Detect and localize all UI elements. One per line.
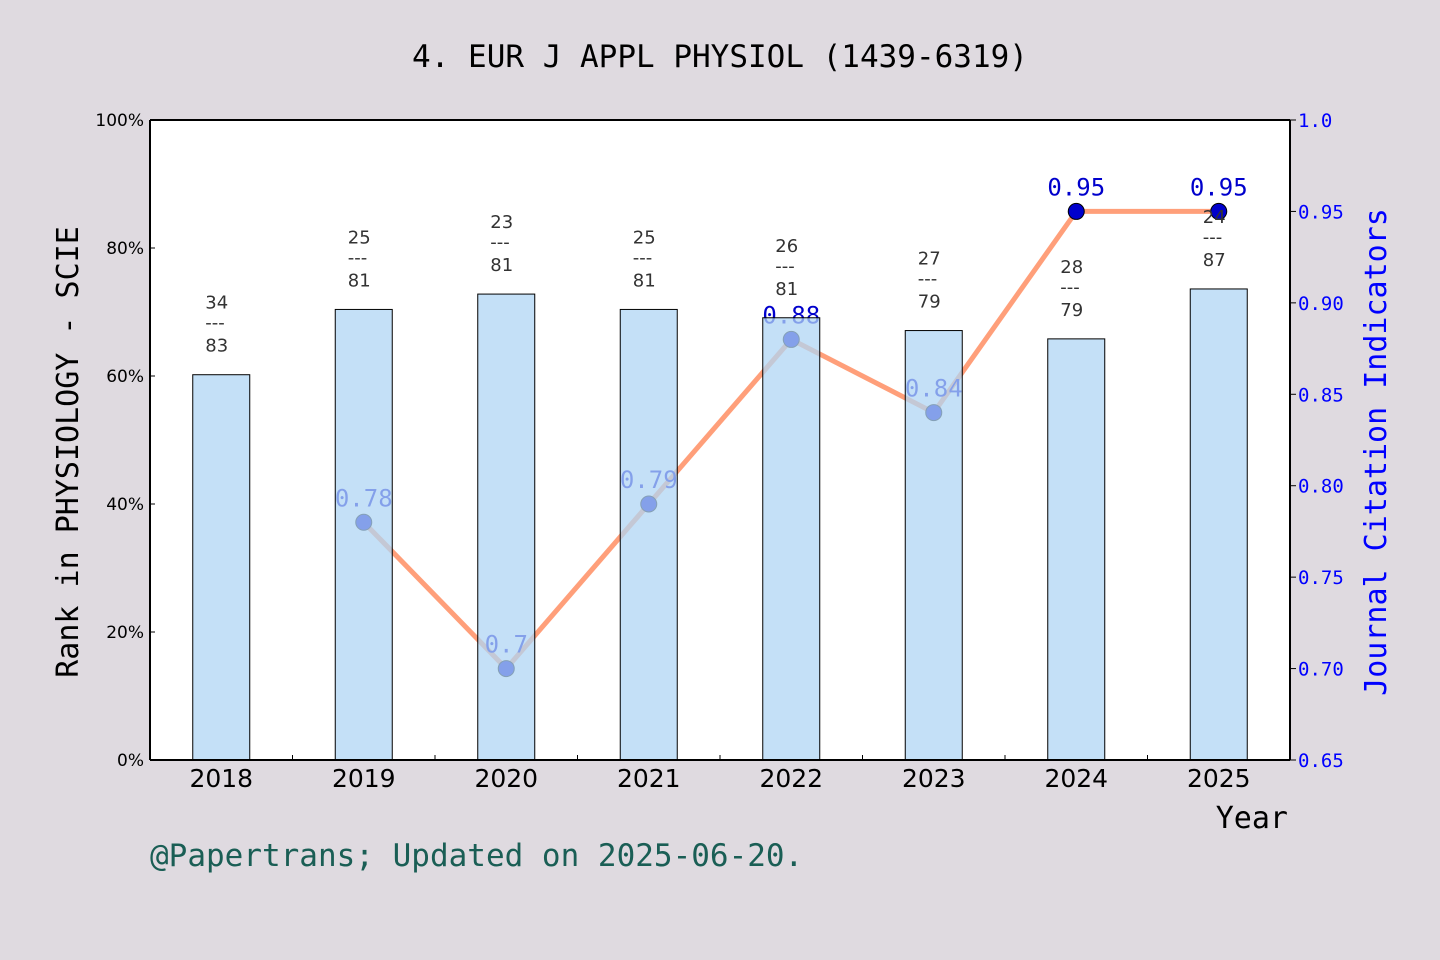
bar-rank-label: 27 <box>918 249 941 270</box>
line-data-label: 0.95 <box>1190 173 1248 201</box>
bar-total-label: 83 <box>205 336 228 357</box>
bar-rank-label: 28 <box>1060 257 1083 278</box>
bar-fraction-line: --- <box>775 256 795 277</box>
x-axis-label: Year <box>1216 801 1288 836</box>
bar-rank-label: 25 <box>348 227 371 248</box>
bar-fraction-line: --- <box>1060 277 1080 298</box>
right-tick-label: 0.75 <box>1298 567 1344 589</box>
chart-title: 4. EUR J APPL PHYSIOL (1439-6319) <box>412 39 1028 75</box>
right-axis-label: Journal Citation Indicators <box>1359 208 1394 696</box>
bar <box>192 374 251 761</box>
bar-fraction-line: --- <box>348 247 368 268</box>
left-tick-label: 100% <box>95 111 144 131</box>
plot-area <box>150 120 1290 760</box>
x-tick-label: 2018 <box>189 764 253 793</box>
bar-total-label: 79 <box>918 292 941 313</box>
right-tick-label: 0.85 <box>1298 384 1344 406</box>
left-tick-label: 0% <box>117 751 144 771</box>
bar-rank-label: 23 <box>490 212 513 233</box>
bar <box>1189 288 1248 761</box>
bar-rank-label: 24 <box>1203 207 1226 228</box>
x-tick-label: 2019 <box>332 764 396 793</box>
line-data-label: 0.95 <box>1047 173 1105 201</box>
x-tick-label: 2022 <box>759 764 823 793</box>
right-tick-label: 0.90 <box>1298 293 1344 315</box>
bar-total-label: 81 <box>633 270 656 291</box>
x-tick-label: 2023 <box>902 764 966 793</box>
right-tick-label: 0.80 <box>1298 476 1344 498</box>
footer-credit: @Papertrans; Updated on 2025-06-20. <box>150 838 803 874</box>
bar-rank-label: 25 <box>633 227 656 248</box>
right-tick-label: 0.65 <box>1298 750 1344 772</box>
bar-fraction-line: --- <box>490 232 510 253</box>
right-tick-label: 1.0 <box>1298 110 1332 132</box>
bar-fraction-line: --- <box>918 269 938 290</box>
bar-fraction-line: --- <box>205 313 225 334</box>
right-tick-label: 0.95 <box>1298 201 1344 223</box>
bar-total-label: 87 <box>1203 250 1226 271</box>
bar <box>1047 338 1106 761</box>
bar-rank-label: 34 <box>205 293 228 314</box>
bar-fraction-line: --- <box>1203 227 1223 248</box>
bar <box>477 293 536 761</box>
bar-total-label: 79 <box>1060 300 1083 321</box>
x-tick-label: 2020 <box>474 764 538 793</box>
line-point <box>1067 202 1085 220</box>
bar <box>334 308 393 761</box>
left-axis-label: Rank in PHYSIOLOGY - SCIE <box>51 226 86 678</box>
x-tick-label: 2021 <box>617 764 681 793</box>
bar-total-label: 81 <box>348 270 371 291</box>
left-tick-label: 80% <box>106 239 144 259</box>
bar-rank-label: 26 <box>775 236 798 257</box>
bar-total-label: 81 <box>490 255 513 276</box>
right-tick-label: 0.70 <box>1298 659 1344 681</box>
left-tick-label: 20% <box>106 623 144 643</box>
bar <box>762 317 821 761</box>
left-tick-label: 40% <box>106 495 144 515</box>
x-tick-label: 2025 <box>1187 764 1251 793</box>
bar-fraction-line: --- <box>633 247 653 268</box>
bar <box>619 308 678 761</box>
line-point <box>1210 202 1228 220</box>
x-tick-label: 2024 <box>1044 764 1108 793</box>
left-tick-label: 60% <box>106 367 144 387</box>
bar <box>904 330 963 761</box>
bar-total-label: 81 <box>775 279 798 300</box>
